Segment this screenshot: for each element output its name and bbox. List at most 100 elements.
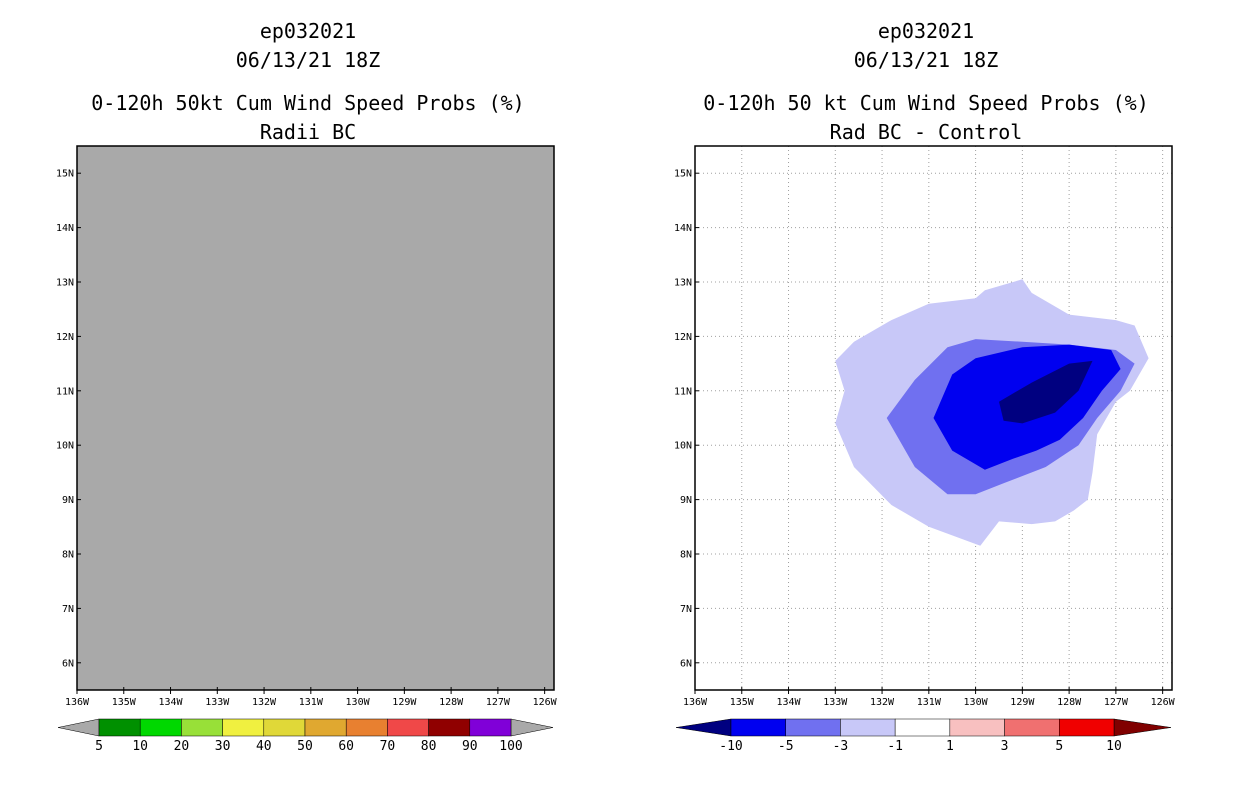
left-map-area <box>77 146 554 690</box>
left-xtick-label-126W: 126W <box>533 697 558 708</box>
left-colorbar-swatch-0 <box>98 718 141 737</box>
left-ytick-label-11N: 11N <box>56 386 74 397</box>
left-colorbar-swatch-4 <box>263 718 306 737</box>
left-colorbar-label-80: 80 <box>421 739 437 754</box>
left-subtitle: Radii BC <box>260 120 356 144</box>
left-xtick-label-130W: 130W <box>346 697 371 708</box>
right-colorbar-swatch-5 <box>1004 718 1060 737</box>
left-colorbar-swatch-8 <box>428 718 471 737</box>
right-colorbar-high-arrow <box>1113 718 1172 737</box>
left-colorbar-low-arrow <box>57 718 100 737</box>
left-colorbar-label-90: 90 <box>462 739 478 754</box>
contour-band-3 <box>999 360 1093 424</box>
right-xtick-label-127W: 127W <box>1104 697 1129 708</box>
left-colorbar-swatch-5 <box>304 718 347 737</box>
left-map-frame <box>76 145 555 691</box>
right-panel: ep032021 06/13/21 18Z 0-120h 50 kt Cum W… <box>674 19 1176 754</box>
left-colorbar-label-100: 100 <box>499 739 522 754</box>
left-ytick-label-13N: 13N <box>56 278 74 289</box>
left-ytick-label-7N: 7N <box>62 604 74 615</box>
left-colorbar-label-70: 70 <box>380 739 396 754</box>
left-colorbar-label-20: 20 <box>174 739 190 754</box>
left-colorbar-label-50: 50 <box>297 739 313 754</box>
left-colorbar-swatch-3 <box>222 718 265 737</box>
left-ytick-label-10N: 10N <box>56 441 74 452</box>
right-colorbar-label--3: -3 <box>833 739 849 754</box>
left-title: 0-120h 50kt Cum Wind Speed Probs (%) <box>91 91 524 115</box>
left-xtick-label-127W: 127W <box>486 697 511 708</box>
right-datetime: 06/13/21 18Z <box>854 48 999 72</box>
right-colorbar-swatch-2 <box>840 718 896 737</box>
left-axis-ticks: 136W 135W 134W 133W 132W 131W 130W 129W 128W 127W… <box>56 169 558 708</box>
right-colorbar-label--5: -5 <box>778 739 794 754</box>
right-xtick-label-131W: 131W <box>917 697 942 708</box>
left-ytick-label-9N: 9N <box>62 495 74 506</box>
right-ytick-label-12N: 12N <box>674 332 692 343</box>
left-colorbar-high-arrow <box>510 718 554 737</box>
right-colorbar: -10 -5 -3 -1 1 3 5 10 <box>675 718 1172 754</box>
right-xtick-label-126W: 126W <box>1151 697 1176 708</box>
right-xtick-label-128W: 128W <box>1057 697 1082 708</box>
left-ytick-label-6N: 6N <box>62 658 74 669</box>
right-colorbar-label-5: 5 <box>1055 739 1063 754</box>
left-datetime: 06/13/21 18Z <box>236 48 381 72</box>
right-axis-ticks: 136W 135W 134W 133W 132W 131W 130W 129W 128W 127W… <box>674 169 1176 708</box>
left-colorbar-label-10: 10 <box>132 739 148 754</box>
left-colorbar-label-30: 30 <box>215 739 231 754</box>
left-colorbar-label-40: 40 <box>256 739 272 754</box>
left-xtick-label-132W: 132W <box>252 697 277 708</box>
right-storm-id: ep032021 <box>878 19 974 43</box>
right-xtick-label-135W: 135W <box>730 697 755 708</box>
right-colorbar-label-10: 10 <box>1106 739 1122 754</box>
right-xtick-label-136W: 136W <box>683 697 708 708</box>
left-colorbar-swatch-2 <box>181 718 223 737</box>
left-colorbar-label-5: 5 <box>95 739 103 754</box>
right-ytick-label-15N: 15N <box>674 169 692 180</box>
left-colorbar-swatch-9 <box>469 718 512 737</box>
right-map-frame <box>694 145 1173 691</box>
right-colorbar-label--10: -10 <box>719 739 742 754</box>
left-panel: ep032021 06/13/21 18Z 0-120h 50kt Cum Wi… <box>56 19 558 754</box>
left-ytick-label-14N: 14N <box>56 223 74 234</box>
right-ytick-label-11N: 11N <box>674 386 692 397</box>
left-xtick-label-133W: 133W <box>205 697 230 708</box>
right-xtick-label-129W: 129W <box>1010 697 1035 708</box>
right-colorbar-label-1: 1 <box>946 739 954 754</box>
right-ytick-label-8N: 8N <box>680 550 692 561</box>
left-ytick-label-12N: 12N <box>56 332 74 343</box>
right-xtick-label-133W: 133W <box>823 697 848 708</box>
left-ytick-label-15N: 15N <box>56 169 74 180</box>
right-ytick-label-14N: 14N <box>674 223 692 234</box>
left-colorbar-swatch-6 <box>345 718 388 737</box>
right-ytick-label-13N: 13N <box>674 278 692 289</box>
left-ytick-label-8N: 8N <box>62 550 74 561</box>
right-colorbar-label-3: 3 <box>1001 739 1009 754</box>
left-xtick-label-135W: 135W <box>112 697 137 708</box>
left-xtick-label-134W: 134W <box>158 697 183 708</box>
right-ytick-label-6N: 6N <box>680 658 692 669</box>
right-xtick-label-134W: 134W <box>776 697 801 708</box>
left-colorbar-swatch-1 <box>139 718 182 737</box>
right-subtitle: Rad BC - Control <box>830 120 1023 144</box>
right-ytick-label-7N: 7N <box>680 604 692 615</box>
right-xtick-label-132W: 132W <box>870 697 895 708</box>
left-colorbar-swatch-7 <box>387 718 429 737</box>
right-title: 0-120h 50 kt Cum Wind Speed Probs (%) <box>703 91 1149 115</box>
right-colorbar-swatch-1 <box>785 718 841 737</box>
left-xtick-label-131W: 131W <box>299 697 324 708</box>
right-colorbar-swatch-6 <box>1059 718 1115 737</box>
left-xtick-label-128W: 128W <box>439 697 464 708</box>
right-xtick-label-130W: 130W <box>964 697 989 708</box>
left-xtick-label-129W: 129W <box>392 697 417 708</box>
right-ytick-label-10N: 10N <box>674 441 692 452</box>
right-colorbar-low-arrow <box>675 718 732 737</box>
right-colorbar-swatch-0 <box>730 718 786 737</box>
left-xtick-label-136W: 136W <box>65 697 90 708</box>
left-colorbar: 5 10 20 30 40 50 60 70 80 90 100 <box>57 718 554 754</box>
right-colorbar-swatch-3 <box>894 718 951 737</box>
right-contours <box>835 279 1149 546</box>
right-ytick-label-9N: 9N <box>680 495 692 506</box>
right-colorbar-label--1: -1 <box>887 739 903 754</box>
right-colorbar-swatch-4 <box>949 718 1005 737</box>
